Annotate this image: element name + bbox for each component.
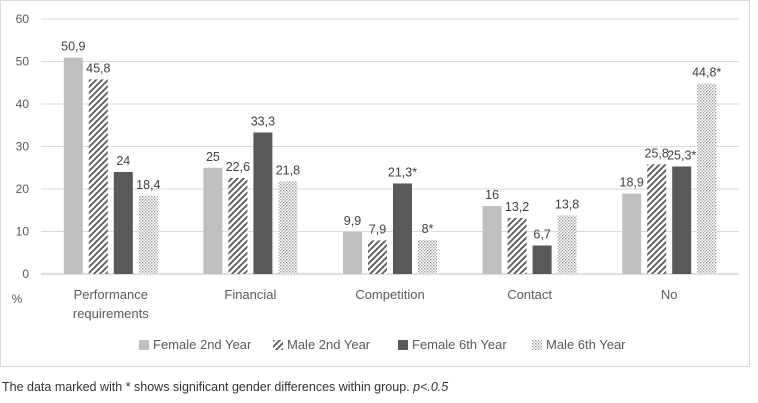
bar (672, 166, 692, 274)
legend-swatch (139, 340, 149, 350)
x-tick-label: Contact (507, 287, 552, 302)
bar (343, 231, 362, 274)
y-tick-label: 50 (16, 55, 30, 69)
data-label: 16 (485, 188, 499, 202)
data-label: 9,9 (344, 214, 361, 228)
x-tick-label: Performance (74, 287, 148, 302)
data-label: 45,8 (86, 61, 110, 75)
x-tick-label: requirements (73, 306, 149, 321)
y-tick-label: 60 (16, 12, 30, 26)
bar (278, 181, 298, 274)
footnote: The data marked with * shows significant… (2, 380, 448, 394)
legend-entry: Female 6th Year (412, 337, 507, 352)
data-label: 21,8 (276, 163, 300, 177)
y-tick-label: 30 (16, 140, 30, 154)
legend-entry: Female 2nd Year (153, 337, 252, 352)
data-label: 25,8 (645, 146, 669, 160)
data-label: 33,3 (251, 114, 275, 128)
data-label: 22,6 (226, 160, 250, 174)
bar (393, 183, 412, 274)
data-label: 18,9 (620, 176, 644, 190)
bar (88, 79, 108, 274)
bar (368, 240, 387, 274)
legend-entry: Male 6th Year (546, 337, 626, 352)
x-tick-label: No (661, 287, 678, 302)
bar (113, 172, 133, 274)
legend-swatch (532, 340, 542, 350)
x-tick-label: Competition (355, 287, 424, 302)
data-label: 21,3* (388, 165, 417, 179)
legend-swatch (273, 340, 283, 350)
data-label: 18,4 (136, 178, 160, 192)
bar (482, 206, 502, 274)
y-tick-label: 40 (16, 97, 30, 111)
footnote-text: The data marked with * shows significant… (2, 380, 414, 394)
y-axis-label: % (12, 292, 23, 306)
bar-chart: 50,945,8 24 18,4 25 22,6 33,3 21,8 9,9 7,9 21,3* 8… (12, 12, 739, 352)
bar (138, 195, 158, 274)
bar (253, 132, 273, 274)
bar (697, 83, 717, 274)
bar (647, 164, 667, 274)
bar (507, 217, 527, 274)
bar (63, 57, 83, 274)
bar (203, 167, 223, 274)
y-tick-label: 10 (16, 225, 30, 239)
data-label: 6,7 (533, 228, 550, 242)
legend-entry: Male 2nd Year (287, 337, 371, 352)
data-label: 24 (116, 154, 130, 168)
bar (228, 177, 248, 274)
data-label: 13,8 (555, 197, 579, 211)
data-label: 25,3* (667, 148, 696, 162)
x-tick-label: Financial (224, 287, 276, 302)
footnote-pvalue: p<.0.5 (413, 380, 449, 394)
bar (418, 240, 437, 274)
bar (622, 193, 642, 274)
y-tick-label: 20 (16, 182, 30, 196)
bar (532, 245, 552, 274)
data-label: 44,8* (692, 66, 721, 80)
legend-swatch (398, 340, 408, 350)
data-label: 50,9 (61, 40, 85, 54)
bar (557, 215, 577, 274)
chart-frame: 50,9 45,8 24 18,4 25 22,6 33,3 21,8 9,9 7,9 21,3* 8… (0, 0, 750, 367)
data-label: 13,2 (505, 200, 529, 214)
data-label: 7,9 (369, 222, 386, 236)
y-tick-label: 0 (22, 267, 29, 281)
data-label: 25 (206, 150, 220, 164)
data-label: 8* (422, 222, 434, 236)
